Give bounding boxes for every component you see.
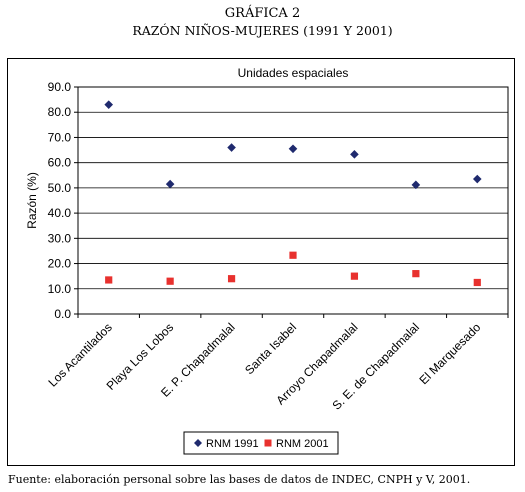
legend-box xyxy=(183,431,339,455)
plot-area xyxy=(77,86,509,315)
point-rnm-2001 xyxy=(227,275,236,283)
point-rnm-1991 xyxy=(411,180,421,190)
y-tick-label: 30.0 xyxy=(48,231,72,245)
y-tick-label: 90.0 xyxy=(48,80,72,94)
y-tick-label: 10.0 xyxy=(48,282,72,296)
y-tick-label: 80.0 xyxy=(48,105,72,119)
y-tick-label: 50.0 xyxy=(48,181,72,195)
scatter-chart: 0.0 10.0 20.0 30.0 40.0 50.0 60.0 70.0 80.0 90.0 U… xyxy=(25,66,509,455)
x-category-label: Los Acantilados xyxy=(45,320,114,389)
legend-label: RNM 2001 xyxy=(276,438,329,450)
point-rnm-1991 xyxy=(165,179,175,189)
chart-heading-line2: RAZÓN NIÑOS-MUJERES (1991 Y 2001) xyxy=(132,23,393,38)
y-tick-label: 40.0 xyxy=(48,206,72,220)
chart-title: Unidades espaciales xyxy=(238,66,349,80)
y-tick-label: 70.0 xyxy=(48,130,72,144)
legend-marker-rnm-2001 xyxy=(264,439,272,447)
point-rnm-2001 xyxy=(412,270,420,278)
y-tick-label: 0.0 xyxy=(54,307,71,321)
x-category-label: Santa Isabel xyxy=(242,320,299,377)
chart-frame: 0.0 10.0 20.0 30.0 40.0 50.0 60.0 70.0 80.0 90.0 U… xyxy=(7,58,515,466)
point-rnm-2001 xyxy=(289,251,297,259)
source-note: Fuente: elaboración personal sobre las b… xyxy=(8,473,471,486)
point-rnm-2001 xyxy=(166,277,174,285)
point-rnm-2001 xyxy=(473,278,481,287)
y-axis-label: Razón (%) xyxy=(25,172,39,229)
x-category-label: El Marquesado xyxy=(416,320,483,387)
point-rnm-2001 xyxy=(105,276,113,284)
legend-marker-rnm-1991 xyxy=(194,439,202,447)
chart-heading-line1: GRÁFICA 2 xyxy=(224,6,301,21)
point-rnm-2001 xyxy=(350,272,359,280)
y-tick-label: 20.0 xyxy=(48,257,72,271)
legend-label: RNM 1991 xyxy=(206,438,259,450)
y-tick-label: 60.0 xyxy=(48,156,72,170)
